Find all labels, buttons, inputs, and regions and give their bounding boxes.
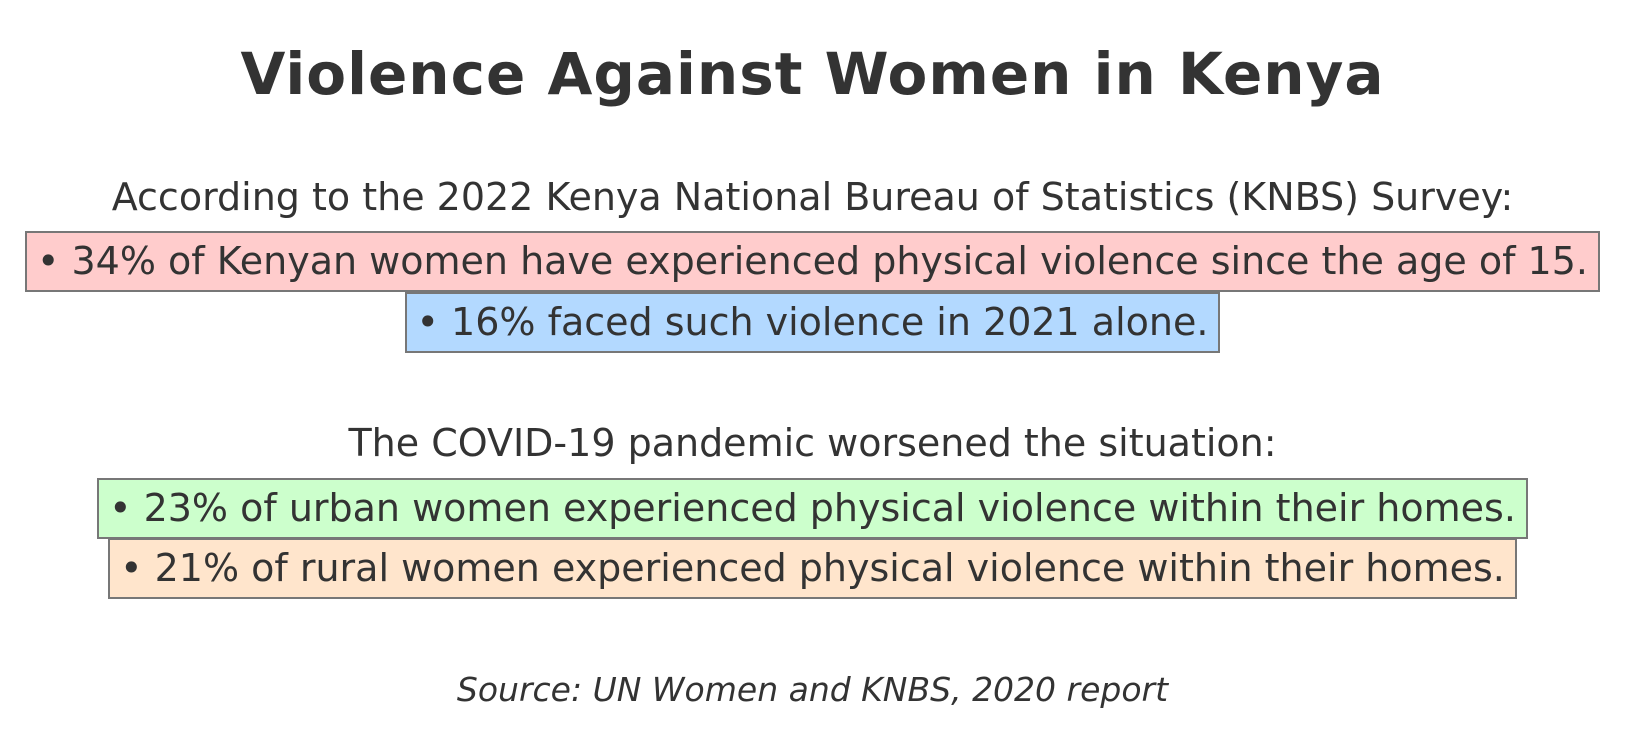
stat-row: • 34% of Kenyan women have experienced p… bbox=[0, 231, 1625, 292]
source-citation: Source: UN Women and KNBS, 2020 report bbox=[456, 670, 1169, 709]
stat-row: • 21% of rural women experienced physica… bbox=[0, 538, 1625, 599]
stat-row: • 23% of urban women experienced physica… bbox=[0, 478, 1625, 539]
stat-row: • 16% faced such violence in 2021 alone. bbox=[0, 292, 1625, 353]
section-heading-covid: The COVID-19 pandemic worsened the situa… bbox=[348, 421, 1277, 465]
stat-box-2021-violence: • 16% faced such violence in 2021 alone. bbox=[404, 292, 1221, 353]
section-heading-knbs-survey: According to the 2022 Kenya National Bur… bbox=[111, 175, 1514, 219]
stat-box-urban-women: • 23% of urban women experienced physica… bbox=[97, 478, 1528, 539]
stat-box-lifetime-violence: • 34% of Kenyan women have experienced p… bbox=[25, 231, 1600, 292]
page-title: Violence Against Women in Kenya bbox=[240, 40, 1385, 108]
stat-box-rural-women: • 21% of rural women experienced physica… bbox=[108, 538, 1517, 599]
